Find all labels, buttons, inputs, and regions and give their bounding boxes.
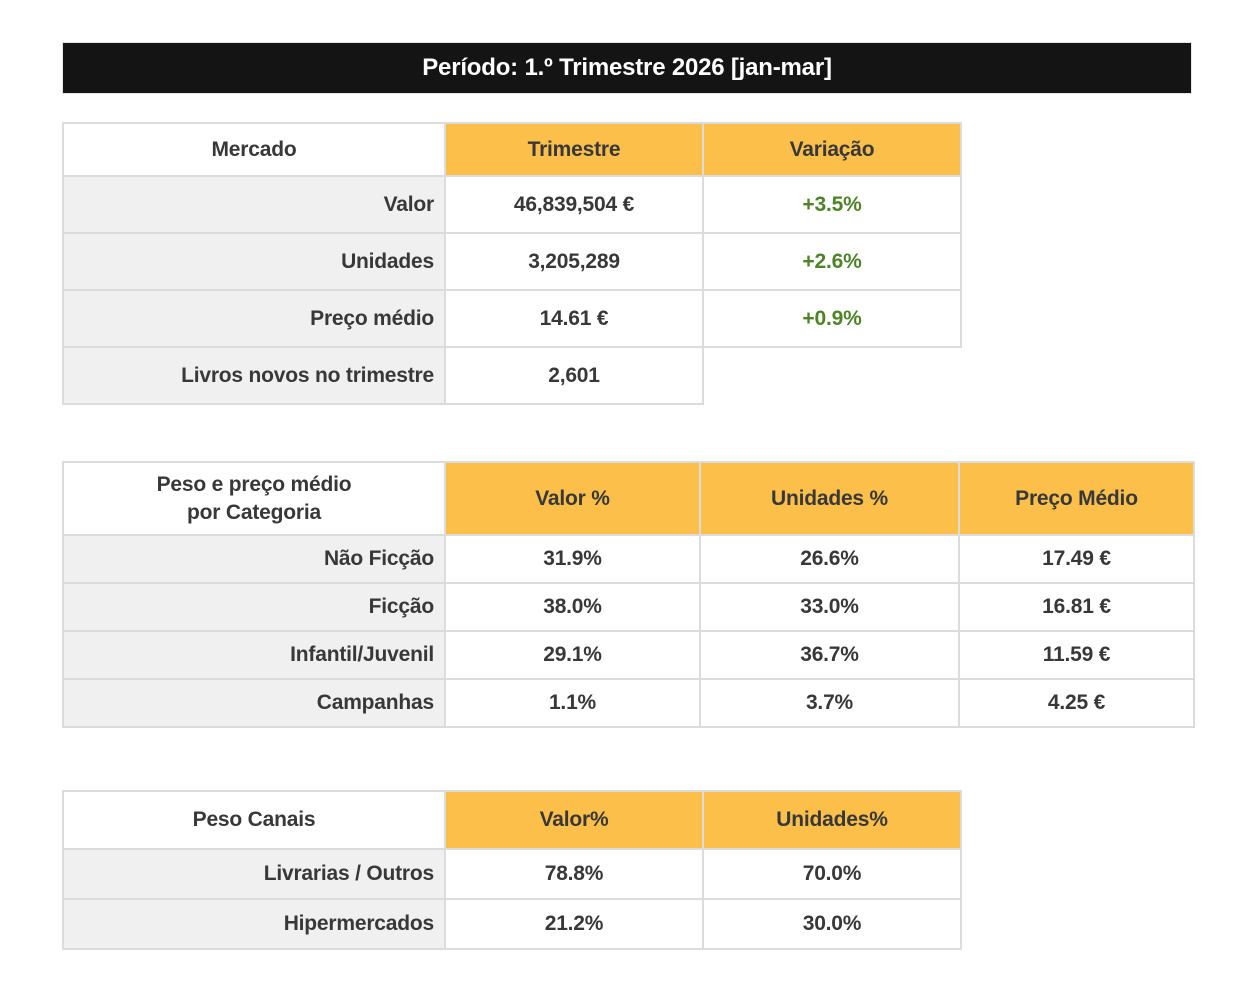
- row-label-nao-ficcao: Não Ficção: [64, 536, 444, 582]
- cell-infantil-preco: 11.59 €: [960, 632, 1193, 678]
- cell-campanhas-preco: 4.25 €: [960, 680, 1193, 726]
- column-header-unidades-pct: Unidades %: [701, 463, 958, 534]
- cell-preco-medio-variacao: +0.9%: [704, 291, 960, 346]
- row-label-ficcao: Ficção: [64, 584, 444, 630]
- column-header-trimestre: Trimestre: [446, 124, 702, 175]
- row-label-unidades: Unidades: [64, 234, 444, 289]
- channels-table: Peso Canais Valor% Unidades% Livrarias /…: [62, 790, 962, 950]
- channels-table-title: Peso Canais: [64, 792, 444, 848]
- row-label-campanhas: Campanhas: [64, 680, 444, 726]
- cell-infantil-unidades: 36.7%: [701, 632, 958, 678]
- cell-livrarias-unidades: 70.0%: [704, 850, 960, 898]
- cell-hipermercados-unidades: 30.0%: [704, 900, 960, 948]
- cell-nao-ficcao-preco: 17.49 €: [960, 536, 1193, 582]
- cell-ficcao-unidades: 33.0%: [701, 584, 958, 630]
- cell-valor-variacao: +3.5%: [704, 177, 960, 232]
- cell-nao-ficcao-valor: 31.9%: [446, 536, 699, 582]
- cell-campanhas-unidades: 3.7%: [701, 680, 958, 726]
- cell-hipermercados-valor: 21.2%: [446, 900, 702, 948]
- cell-ficcao-valor: 38.0%: [446, 584, 699, 630]
- cell-preco-medio-trimestre: 14.61 €: [446, 291, 702, 346]
- column-header-canais-valor: Valor%: [446, 792, 702, 848]
- category-table: Peso e preço médio por Categoria Valor %…: [62, 461, 1195, 728]
- cell-unidades-trimestre: 3,205,289: [446, 234, 702, 289]
- cell-campanhas-valor: 1.1%: [446, 680, 699, 726]
- column-header-preco-medio: Preço Médio: [960, 463, 1193, 534]
- row-label-preco-medio: Preço médio: [64, 291, 444, 346]
- row-label-valor: Valor: [64, 177, 444, 232]
- category-table-title: Peso e preço médio por Categoria: [64, 463, 444, 534]
- cell-livros-novos-trimestre: 2,601: [446, 348, 702, 403]
- category-table-title-line2: por Categoria: [187, 500, 321, 524]
- market-table-title: Mercado: [64, 124, 444, 175]
- cell-ficcao-preco: 16.81 €: [960, 584, 1193, 630]
- cell-nao-ficcao-unidades: 26.6%: [701, 536, 958, 582]
- period-banner-title: Período: 1.º Trimestre 2026 [jan-mar]: [422, 54, 832, 81]
- cell-livrarias-valor: 78.8%: [446, 850, 702, 898]
- cell-livros-novos-variacao-empty: [704, 348, 962, 405]
- category-table-title-line1: Peso e preço médio: [156, 472, 352, 496]
- cell-unidades-variacao: +2.6%: [704, 234, 960, 289]
- row-label-livrarias-outros: Livrarias / Outros: [64, 850, 444, 898]
- period-banner: Período: 1.º Trimestre 2026 [jan-mar]: [62, 42, 1192, 94]
- cell-valor-trimestre: 46,839,504 €: [446, 177, 702, 232]
- row-label-hipermercados: Hipermercados: [64, 900, 444, 948]
- column-header-valor-pct: Valor %: [446, 463, 699, 534]
- column-header-variacao: Variação: [704, 124, 960, 175]
- column-header-canais-unidades: Unidades%: [704, 792, 960, 848]
- row-label-livros-novos: Livros novos no trimestre: [64, 348, 444, 403]
- cell-infantil-valor: 29.1%: [446, 632, 699, 678]
- market-table: Mercado Trimestre Variação Valor 46,839,…: [62, 122, 962, 405]
- row-label-infantil-juvenil: Infantil/Juvenil: [64, 632, 444, 678]
